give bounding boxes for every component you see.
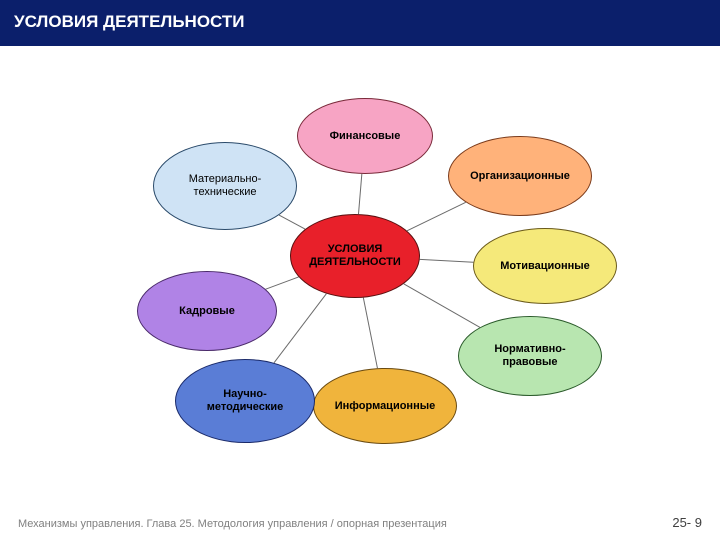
diagram-node-kad-label: Кадровые xyxy=(179,305,235,318)
diagram-node-mot: Мотивационные xyxy=(473,228,617,304)
diagram-node-center: УСЛОВИЯ ДЕЯТЕЛЬНОСТИ xyxy=(290,214,420,298)
diagram-node-nm-label: Научно- методические xyxy=(207,388,284,413)
diagram-edge xyxy=(279,215,305,229)
slide-title: УСЛОВИЯ ДЕЯТЕЛЬНОСТИ xyxy=(14,12,245,31)
footer-pagenum: 25- 9 xyxy=(672,515,702,530)
diagram-edge xyxy=(358,174,361,214)
diagram-node-mot-label: Мотивационные xyxy=(500,260,590,273)
slide-footer: Механизмы управления. Глава 25. Методоло… xyxy=(0,515,720,530)
diagram-node-info-label: Информационные xyxy=(335,400,435,413)
slide-header: УСЛОВИЯ ДЕЯТЕЛЬНОСТИ xyxy=(0,0,720,46)
diagram-node-org: Организационные xyxy=(448,136,592,216)
diagram-node-mat-label: Материально- технические xyxy=(189,173,262,198)
footer-page-number: 9 xyxy=(695,515,702,530)
diagram-edge xyxy=(407,202,466,230)
diagram-edge xyxy=(363,298,377,369)
diagram-edge xyxy=(266,277,299,289)
diagram-node-kad: Кадровые xyxy=(137,271,277,351)
diagram-area: Финансовые Организационные Мотивационные Но… xyxy=(0,46,720,486)
diagram-node-info: Информационные xyxy=(313,368,457,444)
diagram-node-nm: Научно- методические xyxy=(175,359,315,443)
footer-chapter-prefix: 25- xyxy=(672,515,691,530)
diagram-node-center-label: УСЛОВИЯ ДЕЯТЕЛЬНОСТИ xyxy=(309,243,401,268)
diagram-edge xyxy=(404,284,480,327)
diagram-node-npr: Нормативно- правовые xyxy=(458,316,602,396)
diagram-node-npr-label: Нормативно- правовые xyxy=(494,343,565,368)
diagram-node-fin-label: Финансовые xyxy=(330,130,401,143)
diagram-node-mat: Материально- технические xyxy=(153,142,297,230)
diagram-edge xyxy=(420,259,474,262)
diagram-node-org-label: Организационные xyxy=(470,170,570,183)
diagram-edge xyxy=(274,294,326,363)
diagram-node-fin: Финансовые xyxy=(297,98,433,174)
footer-caption: Механизмы управления. Глава 25. Методоло… xyxy=(18,518,447,530)
